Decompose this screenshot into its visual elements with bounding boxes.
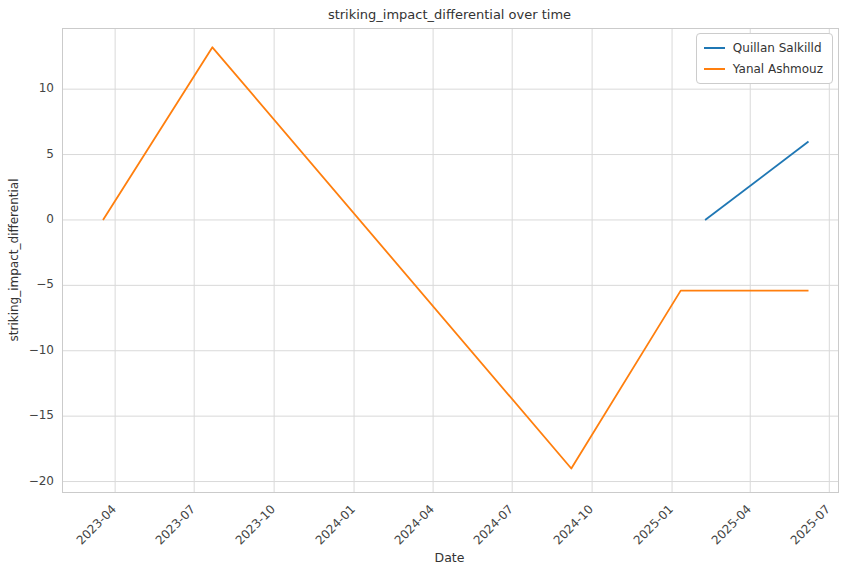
legend-label: Quillan Salkilld xyxy=(733,41,822,55)
y-tick-label: −15 xyxy=(0,407,54,423)
legend-item: Yanal Ashmouz xyxy=(704,60,823,78)
y-tick-label: 5 xyxy=(0,146,54,162)
legend: Quillan Salkilld Yanal Ashmouz xyxy=(696,33,833,84)
legend-item: Quillan Salkilld xyxy=(704,39,823,57)
series-line-quillan-salkilld xyxy=(705,142,808,221)
plot-svg xyxy=(63,29,838,492)
legend-line-swatch xyxy=(704,47,725,49)
y-tick-label: 0 xyxy=(0,211,54,227)
x-axis-label: Date xyxy=(62,550,837,565)
y-tick-label: −5 xyxy=(0,276,54,292)
legend-label: Yanal Ashmouz xyxy=(733,62,823,76)
plot-area xyxy=(62,28,839,493)
y-tick-label: −10 xyxy=(0,342,54,358)
chart-title: striking_impact_differential over time xyxy=(62,7,837,22)
legend-line-swatch xyxy=(704,68,725,70)
figure: striking_impact_differential over time W… xyxy=(0,0,860,575)
y-tick-label: 10 xyxy=(0,80,54,96)
y-tick-label: −20 xyxy=(0,473,54,489)
y-axis-label: striking_impact_differential xyxy=(7,178,21,341)
series-line-yanal-ashmouz xyxy=(103,47,809,468)
